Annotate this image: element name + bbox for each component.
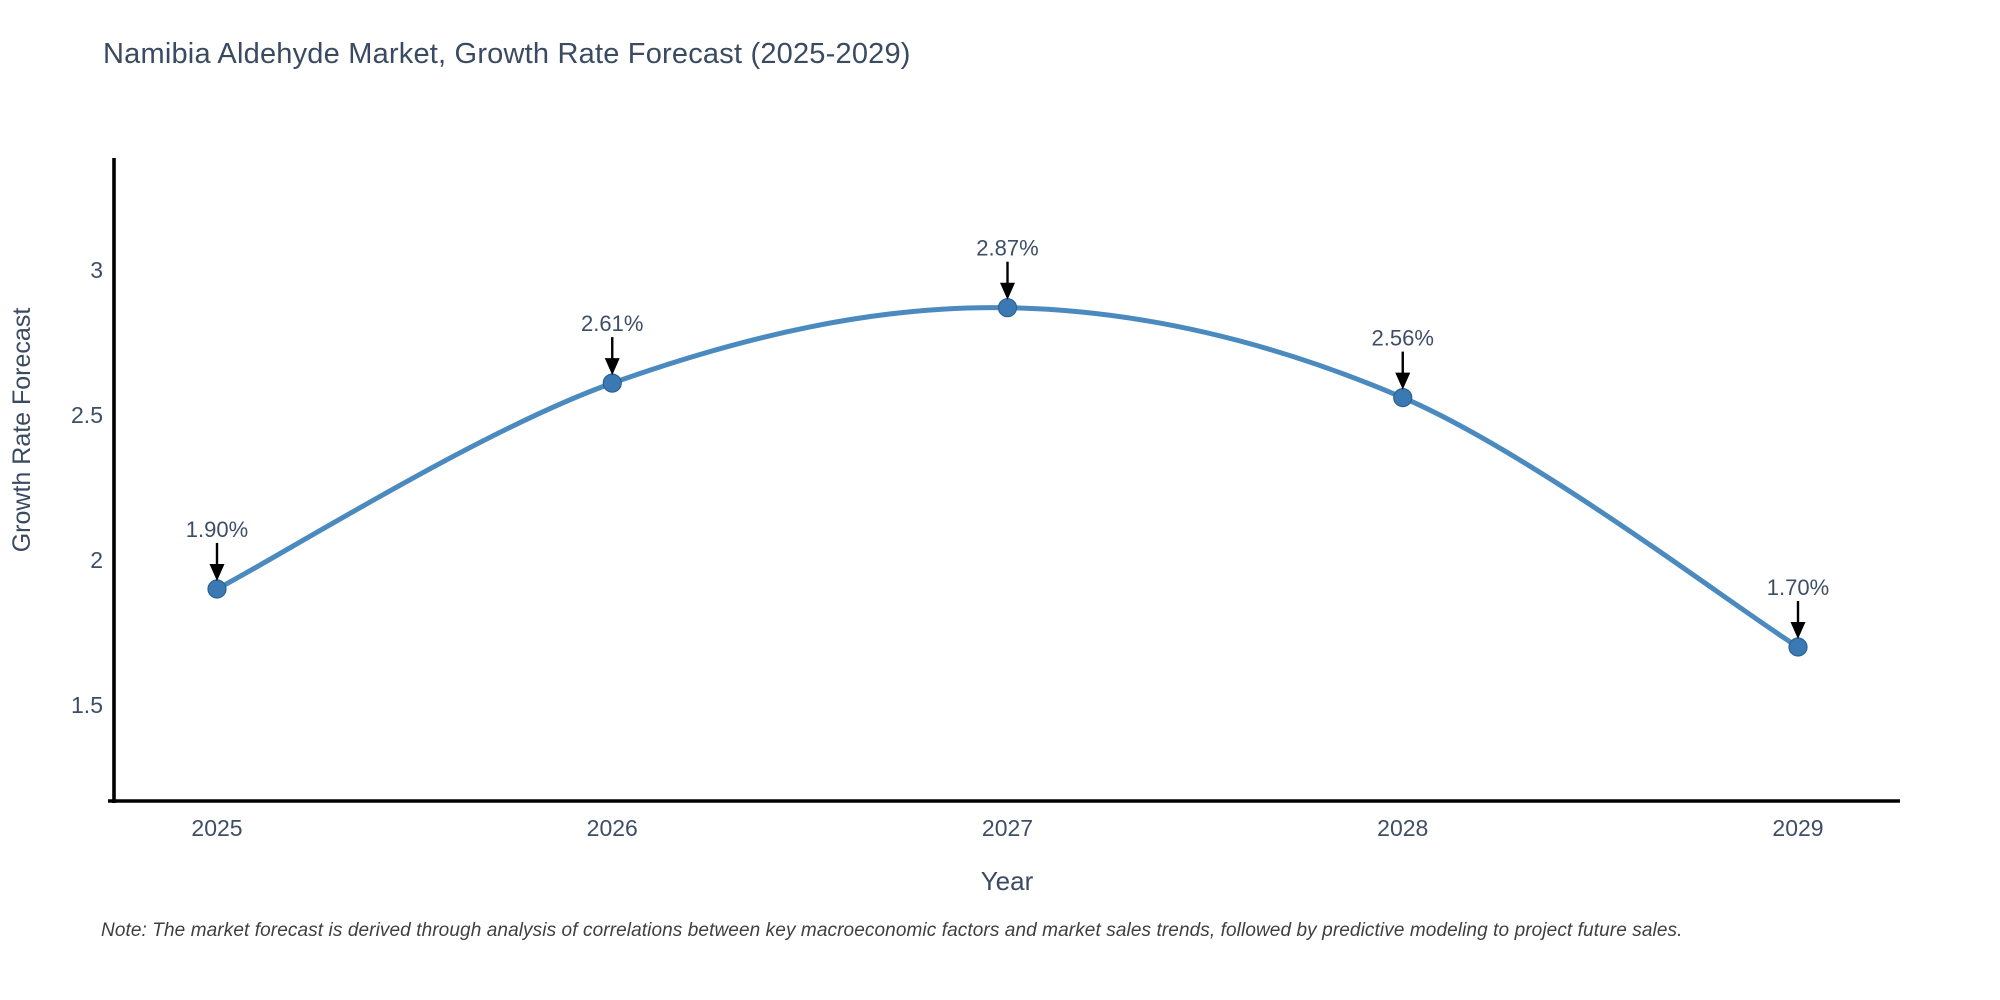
- data-point-marker: [997, 298, 1018, 318]
- annotation-arrow-head: [209, 564, 225, 581]
- y-axis-label: Growth Rate Forecast: [8, 308, 36, 553]
- footnote: Note: The market forecast is derived thr…: [101, 920, 1683, 941]
- annotation-arrow-head: [1395, 372, 1411, 390]
- x-axis-label: Year: [981, 866, 1034, 896]
- y-tick-label: 2: [90, 547, 103, 573]
- y-tick-label: 2.5: [71, 402, 103, 428]
- data-point-marker: [1788, 637, 1808, 657]
- point-annotation-label: 2.87%: [976, 236, 1038, 261]
- x-tick-label: 2026: [587, 815, 638, 841]
- point-annotation-label: 1.90%: [186, 517, 248, 542]
- forecast-line: [214, 305, 1801, 650]
- annotation-arrow-head: [1790, 622, 1806, 639]
- data-point-marker: [207, 579, 227, 599]
- point-annotation-label: 2.56%: [1372, 326, 1434, 351]
- x-tick-label: 2029: [1772, 815, 1823, 841]
- annotation-arrow-head: [1000, 282, 1015, 300]
- annotation-arrow-head: [604, 358, 620, 376]
- data-point-marker: [1393, 388, 1413, 408]
- point-annotation-label: 1.70%: [1767, 575, 1829, 600]
- point-annotation-label: 2.61%: [581, 311, 643, 336]
- x-tick-label: 2027: [982, 815, 1033, 841]
- x-tick-label: 2025: [191, 815, 242, 841]
- data-point-marker: [602, 373, 622, 393]
- x-tick-label: 2028: [1377, 815, 1428, 841]
- chart-title: Namibia Aldehyde Market, Growth Rate For…: [103, 38, 911, 70]
- y-tick-label: 1.5: [71, 692, 103, 718]
- y-tick-label: 3: [90, 257, 103, 283]
